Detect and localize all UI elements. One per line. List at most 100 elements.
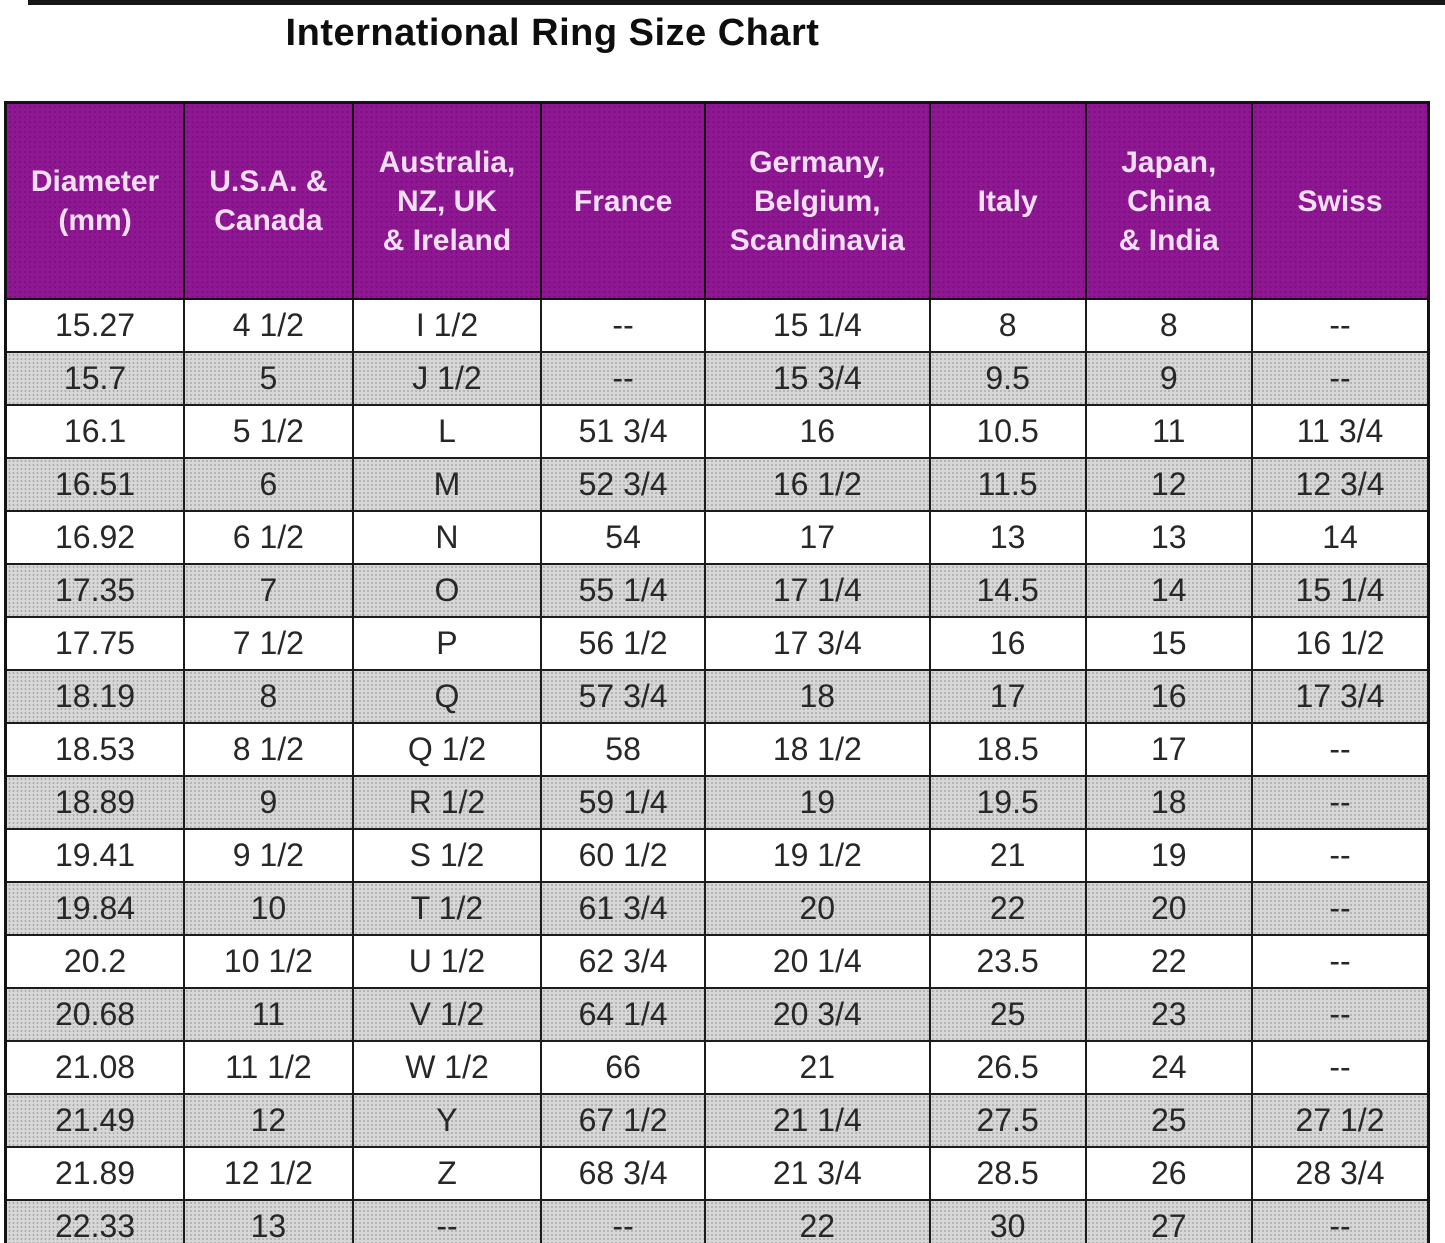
cell-usa-canada: 4 1/2 — [183, 298, 354, 353]
cell-australia-nz-uk-ireland: U 1/2 — [351, 934, 543, 989]
cell-france: 59 1/4 — [540, 775, 706, 830]
cell-japan-china-india: 27 — [1084, 1199, 1254, 1243]
cell-usa-canada: 11 1/2 — [183, 1040, 354, 1095]
cell-japan-china-india: 15 — [1084, 616, 1254, 671]
table-row: 16.1 5 1/2 L 51 3/4 16 10.5 11 11 3/4 — [4, 404, 1430, 459]
cell-australia-nz-uk-ireland: R 1/2 — [351, 775, 543, 830]
cell-usa-canada: 7 1/2 — [183, 616, 354, 671]
cell-australia-nz-uk-ireland: V 1/2 — [351, 987, 543, 1042]
cell-germany-belgium-scandinavia: 16 1/2 — [703, 457, 931, 512]
cell-germany-belgium-scandinavia: 21 1/4 — [703, 1093, 931, 1148]
table-row: 19.84 10 T 1/2 61 3/4 20 22 20 -- — [4, 881, 1430, 936]
cell-usa-canada: 5 — [183, 351, 354, 406]
cell-italy: 27.5 — [928, 1093, 1087, 1148]
cell-diameter-mm: 21.49 — [4, 1093, 186, 1148]
cell-france: -- — [540, 351, 706, 406]
cell-usa-canada: 11 — [183, 987, 354, 1042]
cell-diameter-mm: 20.2 — [4, 934, 186, 989]
cell-japan-china-india: 25 — [1084, 1093, 1254, 1148]
cell-swiss: -- — [1251, 828, 1430, 883]
cell-usa-canada: 9 1/2 — [183, 828, 354, 883]
column-header-australia-nz-uk-ireland: Australia, NZ, UK & Ireland — [351, 101, 543, 300]
cell-germany-belgium-scandinavia: 21 — [703, 1040, 931, 1095]
cell-france: 64 1/4 — [540, 987, 706, 1042]
table-row: 16.92 6 1/2 N 54 17 13 13 14 — [4, 510, 1430, 565]
cell-france: 56 1/2 — [540, 616, 706, 671]
cell-germany-belgium-scandinavia: 22 — [703, 1199, 931, 1243]
cell-australia-nz-uk-ireland: Z — [351, 1146, 543, 1201]
cell-australia-nz-uk-ireland: Q — [351, 669, 543, 724]
header-row: Diameter (mm) U.S.A. & Canada Australia, N… — [4, 101, 1430, 300]
cell-japan-china-india: 24 — [1084, 1040, 1254, 1095]
cell-germany-belgium-scandinavia: 17 — [703, 510, 931, 565]
table-row: 15.7 5 J 1/2 -- 15 3/4 9.5 9 -- — [4, 351, 1430, 406]
cell-diameter-mm: 19.41 — [4, 828, 186, 883]
cell-diameter-mm: 22.33 — [4, 1199, 186, 1243]
table-row: 22.33 13 -- -- 22 30 27 -- — [4, 1199, 1430, 1243]
cell-usa-canada: 13 — [183, 1199, 354, 1243]
cell-australia-nz-uk-ireland: M — [351, 457, 543, 512]
column-header-france: France — [540, 101, 706, 300]
cell-swiss: -- — [1251, 1040, 1430, 1095]
cell-usa-canada: 6 1/2 — [183, 510, 354, 565]
cell-swiss: -- — [1251, 934, 1430, 989]
cell-germany-belgium-scandinavia: 15 1/4 — [703, 298, 931, 353]
ring-size-table: Diameter (mm) U.S.A. & Canada Australia, N… — [4, 101, 1430, 1243]
cell-germany-belgium-scandinavia: 17 1/4 — [703, 563, 931, 618]
cell-france: 58 — [540, 722, 706, 777]
cell-swiss: -- — [1251, 881, 1430, 936]
cell-france: 54 — [540, 510, 706, 565]
cell-swiss: 12 3/4 — [1251, 457, 1430, 512]
cell-diameter-mm: 19.84 — [4, 881, 186, 936]
column-header-italy: Italy — [928, 101, 1087, 300]
cell-diameter-mm: 18.89 — [4, 775, 186, 830]
cell-australia-nz-uk-ireland: Q 1/2 — [351, 722, 543, 777]
column-header-diameter-mm: Diameter (mm) — [4, 101, 186, 300]
cell-australia-nz-uk-ireland: I 1/2 — [351, 298, 543, 353]
cell-usa-canada: 10 1/2 — [183, 934, 354, 989]
cell-italy: 13 — [928, 510, 1087, 565]
cell-japan-china-india: 23 — [1084, 987, 1254, 1042]
cell-italy: 18.5 — [928, 722, 1087, 777]
cell-australia-nz-uk-ireland: L — [351, 404, 543, 459]
cell-usa-canada: 12 1/2 — [183, 1146, 354, 1201]
cell-swiss: 14 — [1251, 510, 1430, 565]
cell-france: 67 1/2 — [540, 1093, 706, 1148]
cell-diameter-mm: 20.68 — [4, 987, 186, 1042]
cell-france: 51 3/4 — [540, 404, 706, 459]
cell-diameter-mm: 15.7 — [4, 351, 186, 406]
cell-italy: 19.5 — [928, 775, 1087, 830]
cell-france: 60 1/2 — [540, 828, 706, 883]
table-row: 21.08 11 1/2 W 1/2 66 21 26.5 24 -- — [4, 1040, 1430, 1095]
cell-italy: 14.5 — [928, 563, 1087, 618]
cell-france: 68 3/4 — [540, 1146, 706, 1201]
cell-japan-china-india: 16 — [1084, 669, 1254, 724]
cell-italy: 28.5 — [928, 1146, 1087, 1201]
cell-germany-belgium-scandinavia: 21 3/4 — [703, 1146, 931, 1201]
table-row: 17.35 7 O 55 1/4 17 1/4 14.5 14 15 1/4 — [4, 563, 1430, 618]
cell-australia-nz-uk-ireland: -- — [351, 1199, 543, 1243]
column-header-swiss: Swiss — [1251, 101, 1430, 300]
cell-italy: 25 — [928, 987, 1087, 1042]
cell-germany-belgium-scandinavia: 20 1/4 — [703, 934, 931, 989]
table-row: 21.89 12 1/2 Z 68 3/4 21 3/4 28.5 26 28 3/4 — [4, 1146, 1430, 1201]
cell-japan-china-india: 22 — [1084, 934, 1254, 989]
table-header: Diameter (mm) U.S.A. & Canada Australia, N… — [4, 101, 1430, 300]
table-row: 17.75 7 1/2 P 56 1/2 17 3/4 16 15 16 1/2 — [4, 616, 1430, 671]
cell-usa-canada: 7 — [183, 563, 354, 618]
column-header-germany-belgium-scandinavia: Germany, Belgium, Scandinavia — [703, 101, 931, 300]
cell-japan-china-india: 9 — [1084, 351, 1254, 406]
cell-australia-nz-uk-ireland: N — [351, 510, 543, 565]
cell-australia-nz-uk-ireland: S 1/2 — [351, 828, 543, 883]
cell-usa-canada: 12 — [183, 1093, 354, 1148]
cell-germany-belgium-scandinavia: 17 3/4 — [703, 616, 931, 671]
cell-japan-china-india: 13 — [1084, 510, 1254, 565]
cell-swiss: 28 3/4 — [1251, 1146, 1430, 1201]
cell-france: 66 — [540, 1040, 706, 1095]
cell-usa-canada: 10 — [183, 881, 354, 936]
cell-swiss: 27 1/2 — [1251, 1093, 1430, 1148]
cell-australia-nz-uk-ireland: O — [351, 563, 543, 618]
cell-germany-belgium-scandinavia: 18 1/2 — [703, 722, 931, 777]
cell-swiss: -- — [1251, 775, 1430, 830]
cell-italy: 10.5 — [928, 404, 1087, 459]
